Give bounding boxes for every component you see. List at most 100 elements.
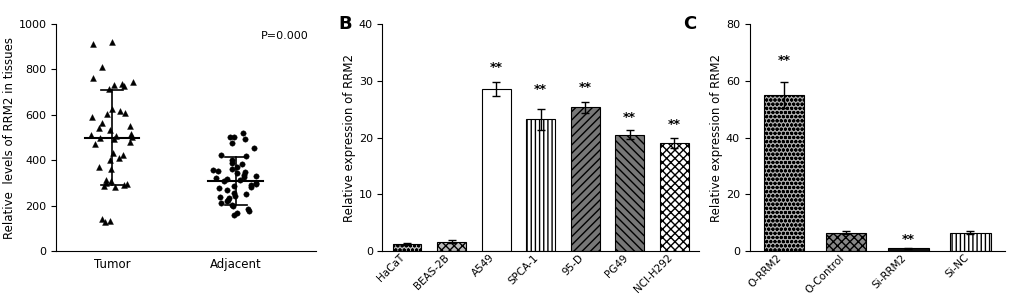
Point: [237, 137, 254, 142]
Point: [102, 128, 118, 133]
Point: [122, 139, 139, 144]
Point: [108, 134, 124, 138]
Point: [107, 185, 123, 190]
Point: [88, 141, 104, 146]
Y-axis label: Relative expression of RRM2: Relative expression of RRM2: [709, 54, 722, 222]
Text: C: C: [683, 15, 696, 33]
Point: [98, 180, 114, 185]
Point: [91, 126, 107, 130]
Point: [85, 42, 101, 47]
Point: [233, 162, 250, 167]
Point: [240, 208, 257, 213]
Point: [101, 86, 117, 91]
Point: [122, 123, 139, 128]
Point: [105, 83, 121, 88]
Point: [238, 191, 255, 196]
Bar: [570, 107, 599, 251]
Text: **: **: [489, 61, 502, 74]
Point: [248, 181, 264, 186]
Point: [228, 164, 245, 169]
Point: [239, 206, 256, 211]
Point: [248, 180, 264, 185]
Point: [226, 194, 243, 199]
Point: [103, 167, 119, 171]
Point: [246, 146, 262, 151]
Point: [228, 171, 245, 176]
Bar: [436, 242, 466, 251]
Point: [220, 196, 236, 201]
Bar: [614, 135, 644, 251]
Point: [221, 135, 237, 139]
Point: [116, 84, 132, 89]
Point: [117, 111, 133, 116]
Point: [125, 80, 142, 84]
Point: [223, 203, 239, 208]
Text: **: **: [578, 81, 591, 94]
Bar: [659, 143, 688, 251]
Point: [236, 172, 253, 177]
Point: [97, 220, 113, 225]
Point: [224, 161, 240, 166]
Point: [231, 178, 248, 183]
Point: [92, 136, 108, 141]
Point: [94, 65, 110, 69]
Y-axis label: Relative expression of RRM2: Relative expression of RRM2: [342, 54, 356, 222]
Point: [225, 213, 242, 218]
Point: [91, 164, 107, 169]
Point: [209, 169, 225, 173]
Point: [226, 184, 243, 188]
Point: [98, 112, 114, 117]
Point: [123, 135, 140, 139]
Text: **: **: [623, 112, 636, 124]
Text: B: B: [338, 15, 352, 33]
Point: [85, 76, 101, 81]
Bar: [825, 233, 865, 251]
Text: **: **: [534, 83, 546, 96]
Point: [236, 170, 253, 175]
Bar: [526, 119, 554, 251]
Point: [118, 181, 135, 186]
Point: [104, 107, 120, 112]
Point: [213, 153, 229, 158]
Point: [102, 157, 118, 162]
Bar: [950, 233, 989, 251]
Point: [235, 174, 252, 179]
Point: [248, 173, 264, 178]
Text: **: **: [901, 234, 914, 246]
Point: [212, 201, 228, 205]
Point: [122, 132, 139, 137]
Point: [104, 40, 120, 45]
Text: **: **: [667, 118, 680, 131]
Point: [218, 198, 234, 203]
Bar: [392, 244, 421, 251]
Y-axis label: Relative  levels of RRM2 in tissues: Relative levels of RRM2 in tissues: [3, 36, 15, 239]
Point: [243, 182, 259, 187]
Point: [94, 121, 110, 126]
Bar: [888, 248, 927, 251]
Point: [83, 132, 99, 137]
Point: [243, 185, 259, 190]
Point: [208, 176, 224, 180]
Point: [223, 140, 239, 145]
Point: [225, 204, 242, 209]
Point: [205, 168, 221, 173]
Point: [215, 179, 231, 184]
Bar: [763, 95, 803, 251]
Point: [115, 182, 131, 187]
Point: [238, 154, 255, 159]
Point: [105, 151, 121, 155]
Point: [111, 109, 127, 114]
Point: [234, 130, 251, 135]
Point: [115, 153, 131, 158]
Point: [228, 211, 245, 216]
Text: P=0.000: P=0.000: [261, 31, 308, 41]
Point: [219, 177, 235, 181]
Point: [225, 135, 242, 139]
Point: [98, 178, 114, 183]
Point: [96, 184, 112, 188]
Point: [224, 157, 240, 162]
Text: **: **: [776, 54, 790, 67]
Point: [102, 219, 118, 224]
Point: [103, 179, 119, 184]
Point: [225, 190, 242, 195]
